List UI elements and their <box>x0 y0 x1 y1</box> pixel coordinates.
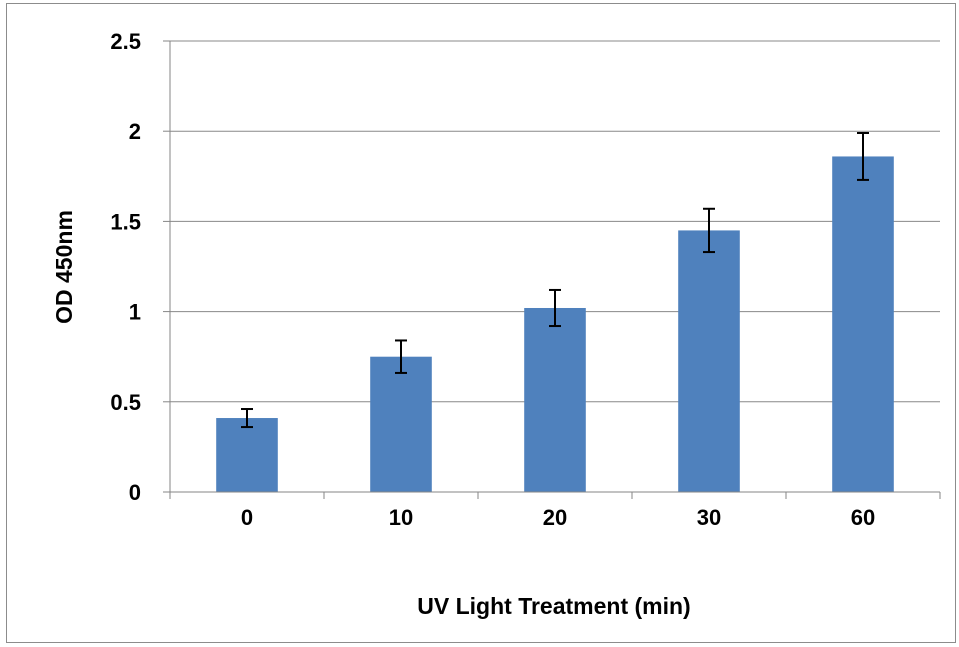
y-tick-label: 0 <box>129 480 141 505</box>
x-tick-label: 30 <box>697 505 721 530</box>
x-tick-label: 60 <box>851 505 875 530</box>
x-tick-label: 10 <box>389 505 413 530</box>
y-axis-title: OD 450nm <box>51 210 77 324</box>
bar <box>370 357 432 492</box>
bar <box>832 156 894 492</box>
y-tick-labels: 0 0.5 1 1.5 2 2.5 <box>110 29 141 505</box>
x-tick-label: 0 <box>241 505 253 530</box>
y-tick-label: 1.5 <box>110 209 141 234</box>
bar <box>216 418 278 492</box>
x-tick-label: 20 <box>543 505 567 530</box>
y-tick-label: 1 <box>129 300 141 325</box>
bar <box>678 230 740 492</box>
x-tick-labels: 0 10 20 30 60 <box>241 505 875 530</box>
y-tick-label: 2 <box>129 119 141 144</box>
bar <box>524 308 586 492</box>
y-tick-label: 0.5 <box>110 390 141 415</box>
x-axis-title: UV Light Treatment (min) <box>417 593 690 619</box>
y-tick-label: 2.5 <box>110 29 141 54</box>
